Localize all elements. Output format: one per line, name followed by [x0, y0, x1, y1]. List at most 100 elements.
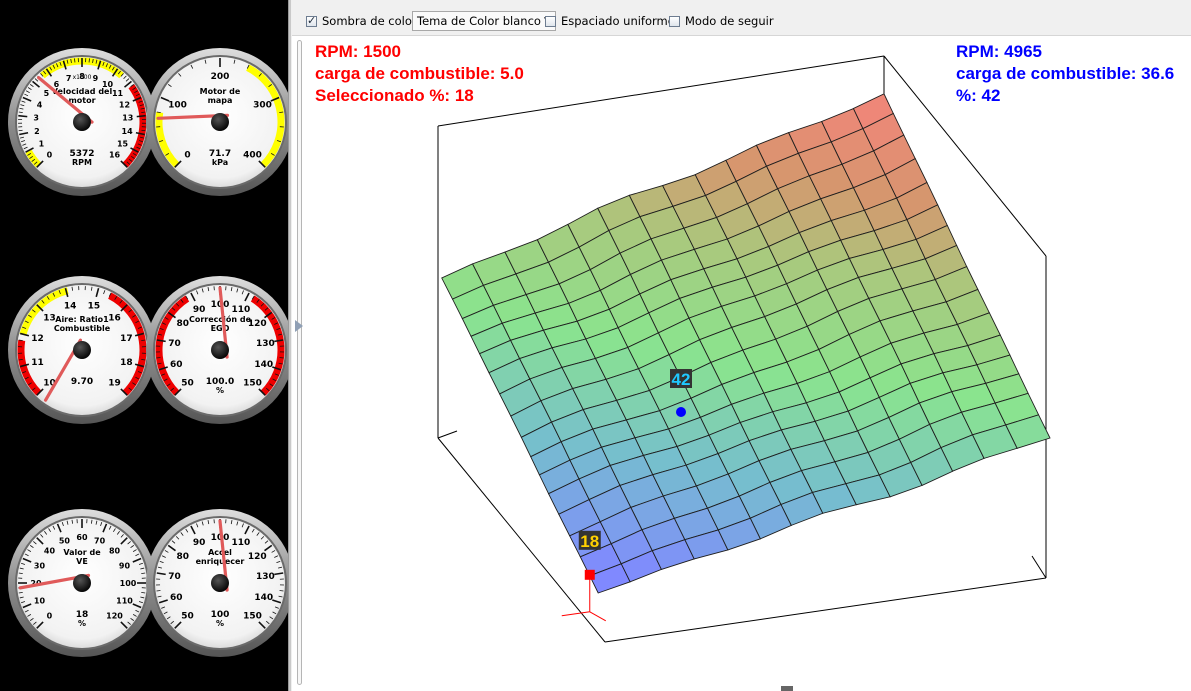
gauge-tick [256, 532, 260, 536]
gauge-tick [159, 560, 164, 564]
box-edge [604, 577, 1047, 643]
gauge-tick [139, 104, 144, 107]
gauge-tick [52, 64, 56, 69]
gauge-tick [102, 523, 108, 533]
gauge-tick [95, 287, 100, 298]
gauge-tick-label: 80 [177, 552, 190, 562]
gauge-tick [36, 388, 44, 396]
gauge-tick [141, 111, 146, 114]
gauge-tick [256, 299, 260, 303]
gauge-tick-label: 30 [34, 561, 46, 570]
gauge-tick [158, 599, 168, 604]
gauge-tick [32, 309, 36, 313]
gauge-tick [174, 621, 182, 629]
gauge-tick [135, 553, 140, 557]
left-rpm-readout: RPM: 1500 [315, 42, 401, 61]
gauge-tick [167, 544, 176, 552]
gauge-tick [71, 286, 74, 291]
gauge-tick-label: 4 [37, 100, 43, 109]
side-slider-arrow-icon[interactable] [295, 320, 303, 332]
split-pane-divider[interactable] [288, 0, 292, 691]
shade-checkbox[interactable]: Sombra de color [306, 13, 417, 29]
theme-dropdown[interactable]: Tema de Color blanco ▼ [412, 11, 556, 31]
gauge-tick-label: 130 [256, 339, 275, 349]
gauge-tick [18, 111, 23, 114]
gauge-tick [132, 557, 142, 563]
gauge-tick [279, 357, 284, 359]
gauge-tick [185, 528, 189, 533]
gauge-tick [21, 100, 26, 103]
gauge-tick [171, 307, 176, 311]
gauge-tick [33, 541, 37, 545]
right-pct-readout: %: 42 [956, 86, 1001, 105]
gauge-tick [128, 387, 132, 391]
gauge-tick [19, 131, 29, 136]
gauge-tick [264, 540, 269, 544]
left-load-readout: carga de combustible: 5.0 [315, 64, 524, 83]
gauge-tick-label: 120 [248, 319, 267, 329]
gauge-danger-band [17, 339, 42, 396]
gauge-value: 9.70 [71, 377, 93, 387]
gauge-tick [139, 136, 145, 139]
gauge-tick [132, 87, 137, 90]
gauge-tick [276, 560, 281, 564]
gauge-tick [140, 596, 145, 599]
bottom-resize-handle[interactable] [781, 686, 793, 691]
gauge-unit: % [78, 619, 86, 628]
gauge-tick [28, 314, 32, 318]
gauge-tick [132, 153, 137, 156]
gauge-tick [19, 567, 24, 570]
gauge-hub [211, 341, 229, 359]
gauge-tick [130, 617, 135, 621]
gauge-value: 18 [76, 610, 89, 620]
follow-mode-checkbox[interactable]: Modo de seguir [669, 13, 774, 29]
selected-value-label: 18 [578, 530, 601, 551]
gauge-tick [25, 147, 34, 153]
gauge-tick [134, 90, 139, 94]
selected-point[interactable]: 18 [561, 530, 607, 622]
selected-point-marker[interactable] [584, 569, 595, 580]
gauge-tick [166, 616, 171, 620]
side-slider-track[interactable] [297, 40, 302, 685]
hover-point-marker[interactable] [676, 407, 686, 417]
gauge-tick [272, 378, 277, 382]
hover-point[interactable]: 42 [670, 369, 692, 417]
surface-plot-area[interactable]: 18 42 RPM: 1500 carga de combustible: 5.0… [292, 36, 1191, 691]
gauge-tick-label: 11 [31, 358, 44, 368]
gauge-title: enriquecer [196, 557, 245, 566]
gauge-tick [108, 64, 112, 69]
gauge-tick-label: 17 [120, 334, 133, 344]
uniform-spacing-checkbox[interactable]: Espaciado uniforme [545, 13, 675, 29]
box-edge [1031, 555, 1047, 579]
gauge-tick [132, 96, 142, 102]
surface-mesh[interactable] [441, 93, 1051, 594]
gauge-tick [56, 523, 62, 533]
gauge-tick [236, 288, 239, 293]
gauge-tick [130, 155, 135, 159]
gauge-tick-label: 1 [39, 140, 45, 149]
gauge-tick [24, 376, 29, 380]
gauge-tick [95, 520, 98, 525]
surface-cell[interactable] [1005, 414, 1051, 449]
gauge-tick [22, 603, 32, 609]
gauge-tick [135, 609, 140, 613]
gauge-tick [141, 339, 146, 342]
gauge-tick [105, 63, 109, 68]
gauge-tick [66, 520, 69, 525]
gauge-tick [137, 326, 142, 329]
gauge-tick [185, 295, 189, 300]
gauge-unit: kPa [212, 158, 228, 167]
gauge-tick [244, 292, 250, 302]
gauge-tick [272, 366, 282, 371]
gauge-title: VE [76, 557, 88, 566]
gauge-tick [132, 314, 136, 318]
gauge-tick [258, 160, 266, 168]
gauge-tick-label: 70 [168, 572, 181, 582]
gauge-tick [141, 129, 146, 132]
gauge-tick [27, 153, 32, 156]
gauge-6: 5060708090100110120130140150Accelenrique… [146, 509, 288, 657]
gauge-tick [196, 523, 199, 528]
gauge-tick [272, 599, 282, 604]
